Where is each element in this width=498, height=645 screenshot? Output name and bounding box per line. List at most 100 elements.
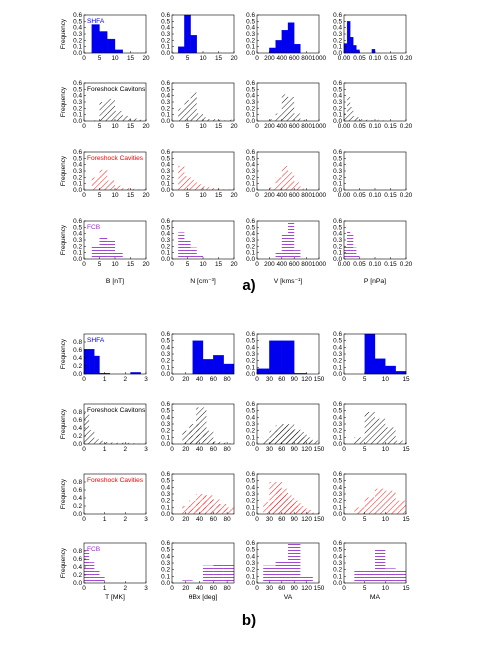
x-tick-label: 1000: [312, 123, 327, 130]
x-tick-label: 30: [266, 446, 274, 453]
y-tick-label: 0.2: [73, 105, 82, 112]
histogram-bar: [356, 49, 360, 54]
y-tick-label: 0.2: [73, 37, 82, 44]
y-axis-title: Frequency: [60, 224, 67, 255]
x-tick-label: 0: [170, 192, 174, 199]
histogram-bar: [375, 120, 379, 121]
x-tick-label: 5: [186, 55, 190, 62]
histogram-bar: [184, 176, 191, 190]
y-tick-label: 0.6: [161, 12, 170, 19]
y-tick-label: 0.4: [246, 93, 255, 100]
x-tick-label: 0.15: [384, 192, 397, 199]
histogram-bar: [306, 512, 319, 514]
y-tick-label: 0.0: [246, 580, 255, 587]
histogram-bar: [256, 368, 270, 375]
histogram-bar: [84, 550, 90, 583]
y-tick-label: 0.6: [73, 556, 82, 563]
x-tick-label: 0: [342, 376, 346, 383]
y-tick-label: 0.8: [73, 479, 82, 486]
y-tick-label: 0.4: [333, 231, 342, 238]
y-tick-label: 0.0: [73, 50, 82, 57]
x-tick-label: 120: [301, 516, 312, 523]
x-tick-label: 150: [314, 516, 325, 523]
x-tick-label: 20: [142, 192, 150, 199]
histogram-bar: [125, 442, 131, 444]
x-tick-label: 20: [230, 123, 238, 130]
y-tick-label: 0.3: [246, 31, 255, 38]
y-tick-label: 0.3: [333, 99, 342, 106]
x-tick-label: 20: [230, 192, 238, 199]
y-axis-title: Frequency: [60, 408, 67, 439]
histogram-bar: [122, 188, 131, 190]
y-tick-label: 0.0: [246, 187, 255, 194]
subplot-b-foreshock-cavities-bx-deg: 0.00.10.20.30.40.50.6 0 20 40 60 80: [161, 471, 235, 523]
histogram-bar: [196, 494, 207, 514]
y-tick-label: 0.3: [333, 560, 342, 567]
y-tick-label: 0.2: [246, 243, 255, 250]
y-tick-label: 0.3: [246, 560, 255, 567]
y-tick-label: 0.0: [246, 511, 255, 518]
x-tick-label: 15: [127, 55, 135, 62]
y-tick-label: 0.5: [333, 408, 342, 415]
histogram-bar: [91, 120, 100, 121]
y-tick-label: 0.3: [246, 237, 255, 244]
y-tick-label: 0.6: [161, 149, 170, 156]
x-tick-label: 0.20: [400, 123, 413, 130]
histogram-bar: [130, 118, 139, 121]
x-axis-title: θBx [deg]: [189, 594, 218, 601]
y-tick-label: 0.4: [246, 553, 255, 560]
histogram-bar: [94, 569, 100, 583]
x-tick-label: 15: [402, 585, 410, 592]
y-tick-label: 0.1: [73, 250, 82, 257]
histogram-bar: [213, 564, 224, 583]
histogram-bar: [344, 113, 348, 121]
y-tick-label: 0.4: [333, 414, 342, 421]
histogram-bar: [190, 179, 197, 190]
axes-frame: [83, 333, 147, 375]
histogram-bar: [281, 233, 288, 259]
x-tick-label: 0: [255, 376, 259, 383]
histogram-bar: [288, 543, 301, 583]
y-tick-label: 0.3: [246, 168, 255, 175]
y-tick-label: 0.2: [246, 498, 255, 505]
y-tick-label: 0.4: [73, 231, 82, 238]
subplot-b-fcb-bx-deg: 0.00.10.20.30.40.50.6 0 20 40 60 80 θBx [deg]: [161, 540, 235, 601]
histogram-bar: [196, 407, 207, 444]
histogram-bar: [359, 119, 363, 121]
subplot-a-fcb-v-kms: 0.00.10.20.30.40.50.6 0 200 400 600 800 1000 V …: [246, 218, 326, 285]
x-tick-label: 2: [124, 516, 128, 523]
subplot-a-foreshock-cavities-n-cm: 0.00.10.20.30.40.50.6 0 5 10 15 20: [161, 149, 238, 199]
x-tick-label: 60: [278, 376, 286, 383]
x-tick-label: 400: [276, 261, 287, 268]
x-tick-label: 80: [224, 376, 232, 383]
x-tick-label: 20: [182, 376, 190, 383]
y-tick-label: 0.2: [161, 243, 170, 250]
y-tick-label: 0.2: [333, 243, 342, 250]
x-tick-label: 600: [289, 123, 300, 130]
histogram-bar: [196, 184, 203, 190]
x-tick-label: 15: [127, 261, 135, 268]
x-tick-label: 0: [82, 192, 86, 199]
x-tick-label: 0: [342, 446, 346, 453]
histogram-bar: [107, 38, 116, 54]
y-tick-label: 0.0: [246, 371, 255, 378]
x-tick-label: 10: [111, 123, 119, 130]
x-tick-label: 0: [82, 376, 86, 383]
series-label: FCB: [87, 224, 101, 231]
histogram-bar: [216, 504, 228, 514]
x-tick-label: 20: [230, 55, 238, 62]
histogram-bar: [138, 189, 146, 190]
y-tick-label: 0.8: [73, 548, 82, 555]
y-tick-label: 0.5: [73, 155, 82, 162]
x-tick-label: 0: [255, 261, 259, 268]
y-tick-label: 0.0: [73, 511, 82, 518]
x-tick-label: 0: [255, 446, 259, 453]
y-axis-title: Frequency: [60, 155, 67, 186]
y-tick-label: 0.6: [246, 471, 255, 478]
histogram-bar: [385, 365, 396, 375]
y-tick-label: 0.5: [246, 224, 255, 231]
x-tick-label: 200: [264, 261, 275, 268]
y-tick-label: 0.8: [73, 339, 82, 346]
x-axis-title: N [cm⁻³]: [190, 278, 216, 285]
x-tick-label: 90: [291, 446, 299, 453]
